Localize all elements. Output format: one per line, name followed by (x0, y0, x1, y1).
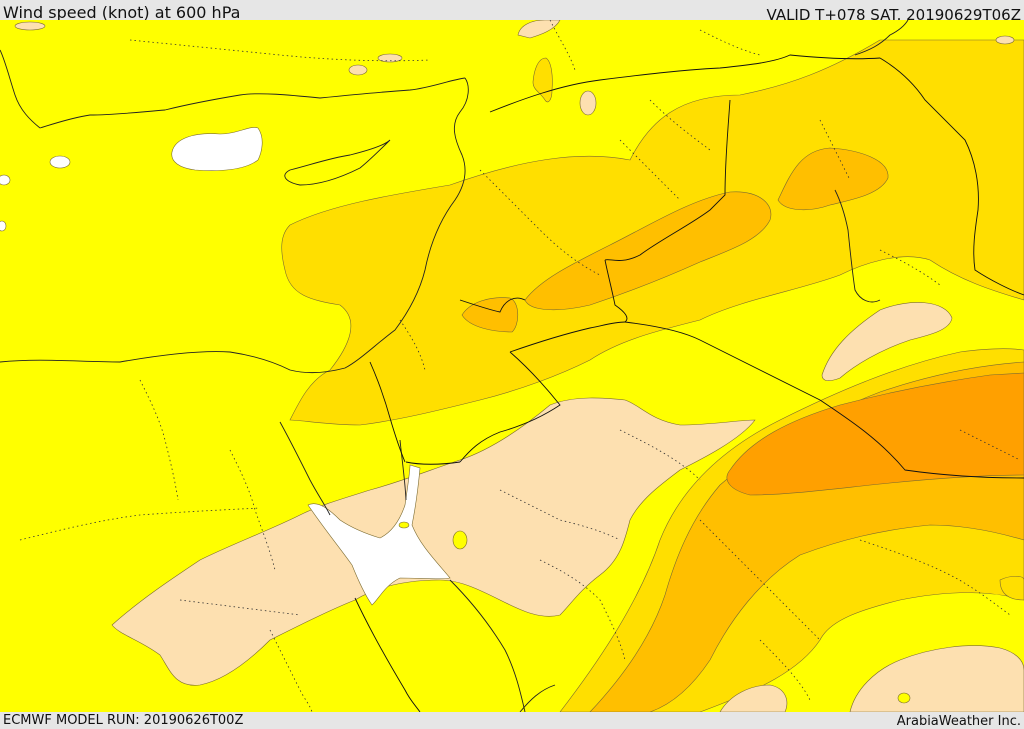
calm-area-small-1 (49, 155, 71, 169)
tan-patch-bottom-middle (719, 684, 788, 712)
map-title: Wind speed (knot) at 600 hPa (3, 3, 241, 22)
country-borders (354, 54, 1024, 712)
tan-patch-north-1 (348, 64, 368, 76)
calm-area-med (171, 127, 263, 171)
calm-area-small-2 (0, 174, 11, 186)
tan-patch-north-5 (14, 21, 46, 31)
tan-patch-north-7 (517, 20, 561, 39)
tan-patch-north-2 (377, 53, 403, 63)
orange-core (726, 372, 1024, 496)
tan-patch-north-4 (995, 35, 1015, 45)
coastlines (0, 20, 909, 712)
amber-band-north (524, 191, 772, 311)
tan-desert-region (111, 397, 756, 686)
gold-region-se (999, 575, 1024, 601)
map-header: Wind speed (knot) at 600 hPa VALID T+078… (0, 0, 1024, 24)
amber-patch-jordan (461, 297, 519, 333)
wind-speed-map (0, 20, 1024, 712)
tan-patch-southeast (849, 645, 1024, 712)
amber-patch-north-iraq (777, 147, 889, 210)
map-footer: ECMWF MODEL RUN: 20190626T00Z ArabiaWeat… (0, 712, 1024, 729)
province-boundaries (19, 20, 1021, 712)
yellow-dot-2 (398, 521, 410, 529)
yellow-dot-3 (897, 692, 911, 704)
valid-time-label: VALID T+078 SAT. 20190629T06Z (766, 6, 1021, 24)
model-run-label: ECMWF MODEL RUN: 20190626T00Z (3, 713, 244, 728)
tan-patch-iraq (821, 302, 953, 381)
yellow-dot-1 (452, 530, 468, 550)
calm-area-red-sea (307, 464, 451, 606)
tan-patch-north-3 (579, 90, 597, 116)
credit-label: ArabiaWeather Inc. (896, 714, 1021, 729)
calm-area-small-3 (0, 220, 7, 232)
